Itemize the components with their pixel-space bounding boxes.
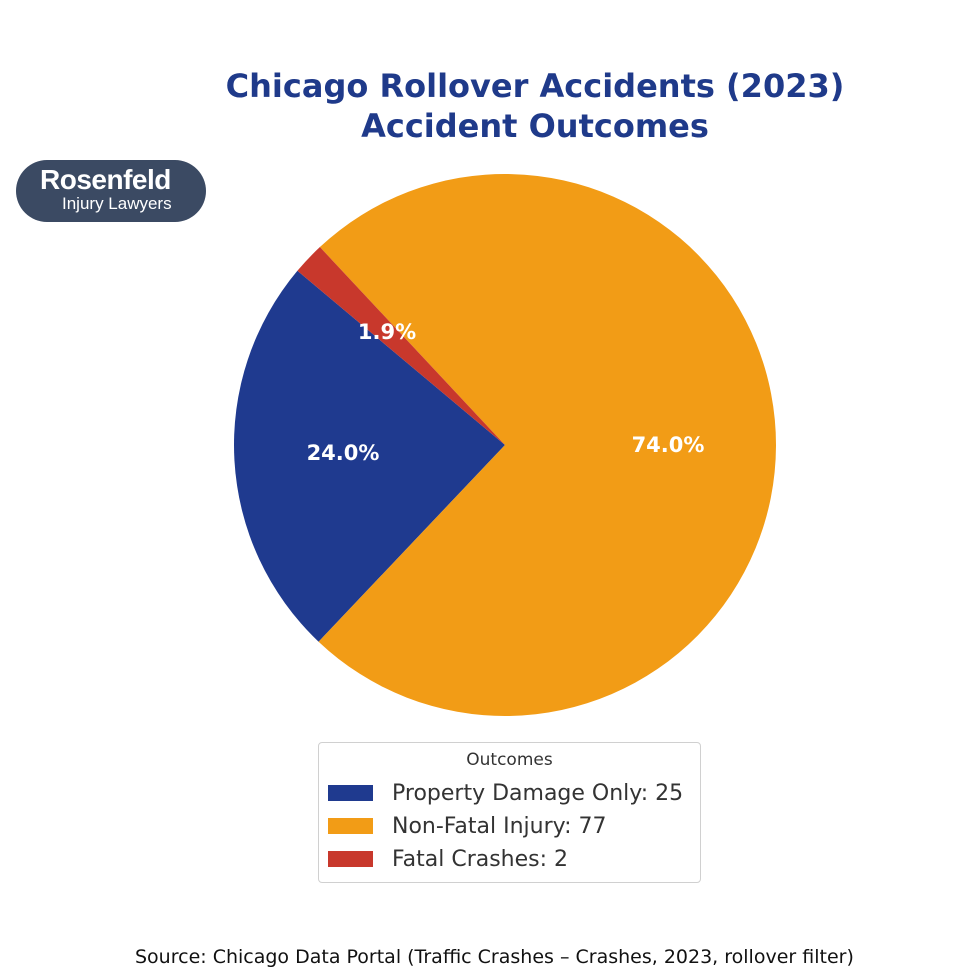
legend-label: Non-Fatal Injury: 77 — [392, 813, 607, 839]
legend: Outcomes Property Damage Only: 25 Non-Fa… — [318, 742, 701, 883]
source-note: Source: Chicago Data Portal (Traffic Cra… — [135, 946, 854, 968]
legend-label: Property Damage Only: 25 — [392, 780, 684, 806]
pct-label-property-damage: 24.0% — [306, 441, 380, 465]
chart-title-line2: Accident Outcomes — [361, 107, 709, 145]
legend-item-property-damage: Property Damage Only: 25 — [328, 778, 683, 808]
rosenfeld-logo: Rosenfeld Injury Lawyers — [16, 160, 206, 222]
legend-label: Fatal Crashes: 2 — [392, 846, 569, 872]
legend-item-non-fatal: Non-Fatal Injury: 77 — [328, 811, 606, 841]
logo-tagline: Injury Lawyers — [62, 194, 172, 213]
pct-label-fatal: 1.9% — [357, 320, 417, 344]
legend-item-fatal: Fatal Crashes: 2 — [328, 844, 568, 874]
legend-title: Outcomes — [466, 750, 553, 770]
chart-title-line1: Chicago Rollover Accidents (2023) — [225, 67, 845, 105]
logo-name: Rosenfeld — [40, 164, 171, 195]
legend-swatch — [328, 785, 373, 801]
wedge-property-damage — [233, 270, 505, 642]
legend-swatch — [328, 818, 373, 834]
wedge-non-fatal — [318, 173, 776, 716]
pct-label-non-fatal: 74.0% — [631, 433, 705, 457]
wedge-fatal — [297, 247, 505, 445]
legend-swatch — [328, 851, 373, 867]
